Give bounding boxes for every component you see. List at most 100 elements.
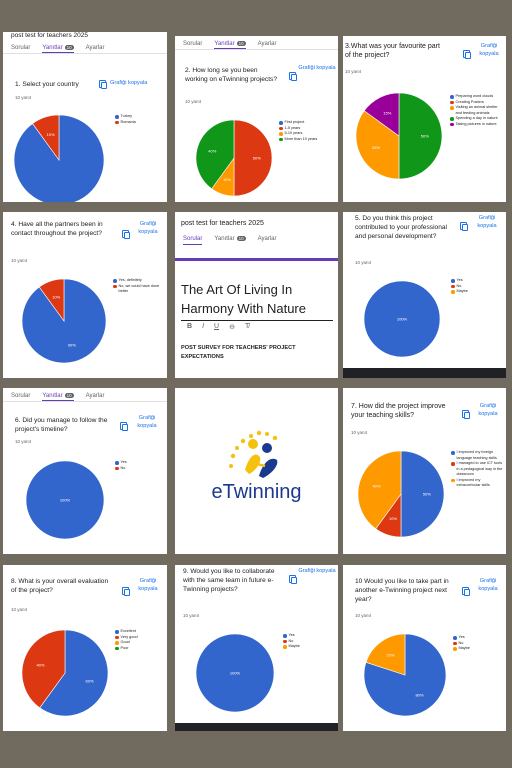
legend-item: No [451, 284, 503, 290]
form-description[interactable]: POST SURVEY FOR TEACHERS' PROJECT EXPECT… [181, 345, 296, 360]
pie-slice [195, 633, 275, 713]
question-title: 2. How long se you been working on eTwin… [185, 67, 277, 83]
etwinning-logo-text: eTwinning [211, 481, 302, 503]
pie-slice [357, 450, 402, 530]
tab-bar: Sorular Yanıtlar 10 Ayarlar [3, 388, 167, 402]
legend-item: Creating Posters [450, 100, 504, 106]
link-button[interactable]: ⊖ [229, 324, 235, 331]
pie-chart: 50% 10% 40% [357, 450, 445, 538]
copy-chart-button[interactable]: Grafiği kopyala [477, 215, 497, 229]
copy-chart-icon[interactable] [122, 587, 130, 596]
response-count-badge: 10 [236, 41, 246, 46]
legend-swatch [279, 126, 283, 130]
copy-chart-button[interactable]: Grafiği kopyala [478, 578, 498, 592]
legend-item: More than 10 years [279, 137, 335, 143]
legend-swatch [279, 132, 283, 136]
tab-yanitlar[interactable]: Yanıtlar 10 [214, 236, 246, 245]
tab-ayarlar[interactable]: Ayarlar [257, 41, 277, 47]
legend-item: No [283, 639, 335, 645]
slice-label: 10% [389, 516, 397, 521]
bold-button[interactable]: B [187, 323, 193, 330]
legend-label: No [288, 638, 294, 643]
pie-chart: 10% [13, 114, 105, 202]
question-title: 9. Would you like to collaborate with th… [183, 568, 275, 593]
card-q1: post test for teachers 2025 Sorular Yanı… [3, 32, 167, 202]
copy-chart-button[interactable]: Grafiği kopyala [298, 65, 336, 71]
legend-label: Very good [120, 634, 138, 639]
response-count: 10 yanıt [351, 430, 368, 435]
card-q4: 4. Have all the partners been in contact… [3, 212, 167, 378]
tab-sorular[interactable]: Sorular [11, 393, 31, 399]
legend-label: 1-5 years [284, 125, 301, 130]
copy-chart-icon[interactable] [289, 575, 297, 584]
legend-item: Romania [115, 120, 163, 126]
copy-chart-button[interactable]: Grafiği kopyala [138, 578, 158, 592]
legend-item: Maybe [283, 644, 335, 650]
legend-swatch [450, 106, 454, 110]
legend-swatch [115, 115, 119, 119]
copy-chart-button[interactable]: Grafiği kopyala [138, 221, 158, 235]
tab-ayarlar[interactable]: Ayarlar [85, 45, 105, 51]
tab-ayarlar[interactable]: Ayarlar [257, 236, 277, 242]
slice-label: 90% [68, 342, 76, 347]
legend-label: Maybe [456, 289, 468, 293]
legend-swatch [115, 635, 119, 639]
response-count: 10 yanıt [185, 99, 202, 104]
clear-format-button[interactable]: T̸ [244, 323, 250, 330]
copy-chart-button[interactable]: Grafiği kopyala [137, 415, 157, 429]
tab-yanitlar[interactable]: Yanıtlar 10 [42, 393, 74, 401]
copy-chart-icon[interactable] [462, 410, 470, 419]
copy-chart-icon[interactable] [460, 222, 468, 231]
copy-chart-button[interactable]: Grafiği kopyala [298, 568, 336, 574]
question-title: 10 Would you like to take part in anothe… [355, 578, 449, 603]
copy-chart-icon[interactable] [120, 422, 128, 431]
tab-yanitlar[interactable]: Yanıtlar 10 [214, 41, 246, 49]
tab-yanitlar-label: Yanıtlar [214, 236, 235, 242]
legend-item: No, we could have done better [113, 284, 165, 295]
legend-swatch [450, 100, 454, 104]
italic-button[interactable]: I [202, 323, 205, 330]
tab-yanitlar-label: Yanıtlar [42, 393, 63, 399]
legend-label: Yes, definitely [118, 278, 142, 282]
tab-bar: Sorular Yanıtlar 10 Ayarlar [175, 231, 338, 245]
copy-chart-icon[interactable] [289, 72, 297, 81]
question-title: 7. How did the project improve your teac… [351, 403, 446, 419]
card-form-header: post test for teachers 2025 Sorular Yanı… [175, 212, 338, 378]
copy-chart-button[interactable]: Grafiği kopyala [110, 80, 148, 86]
tab-sorular[interactable]: Sorular [183, 41, 203, 47]
pie-chart: 100% [195, 633, 275, 713]
slice-label: 40% [36, 663, 44, 668]
tab-sorular[interactable]: Sorular [11, 45, 31, 51]
tab-yanitlar[interactable]: Yanıtlar 10 [42, 45, 74, 53]
response-count: 10 yanıt [15, 439, 32, 444]
legend-label: Yes [458, 635, 465, 639]
legend-label: 5-10 years [284, 131, 303, 135]
response-count-badge: 10 [64, 393, 74, 398]
pie-slice [233, 119, 273, 197]
legend-item: Yes [115, 460, 163, 466]
copy-chart-button[interactable]: Grafiği kopyala [479, 43, 499, 57]
slice-label: 35% [372, 145, 380, 150]
form-title-input[interactable]: The Art Of Living In Harmony With Nature [181, 280, 333, 321]
form-accent-bar [175, 258, 338, 261]
underline-button[interactable]: U [214, 323, 220, 330]
copy-chart-icon[interactable] [462, 587, 470, 596]
response-count: 10 yanıt [11, 258, 28, 263]
copy-chart-button[interactable]: Grafiği kopyala [478, 403, 498, 417]
chart-legend: Yes No [115, 460, 163, 471]
legend-swatch [115, 461, 119, 465]
legend-label: Taking pictures in nature [455, 121, 497, 126]
copy-chart-icon[interactable] [463, 50, 471, 59]
legend-label: No [120, 465, 126, 470]
form-title: post test for teachers 2025 [181, 220, 264, 227]
chart-legend: Yes No Maybe [451, 278, 503, 295]
pie-chart: 80% 20% [363, 633, 447, 717]
copy-chart-icon[interactable] [99, 80, 107, 89]
legend-label: Spending a day in nature [455, 116, 498, 120]
slice-label: 40% [208, 148, 216, 153]
tab-sorular[interactable]: Sorular [183, 236, 203, 245]
pie-slice [363, 280, 441, 358]
tab-ayarlar[interactable]: Ayarlar [85, 393, 105, 399]
copy-chart-icon[interactable] [122, 230, 130, 239]
slice-label: 40% [372, 484, 380, 489]
